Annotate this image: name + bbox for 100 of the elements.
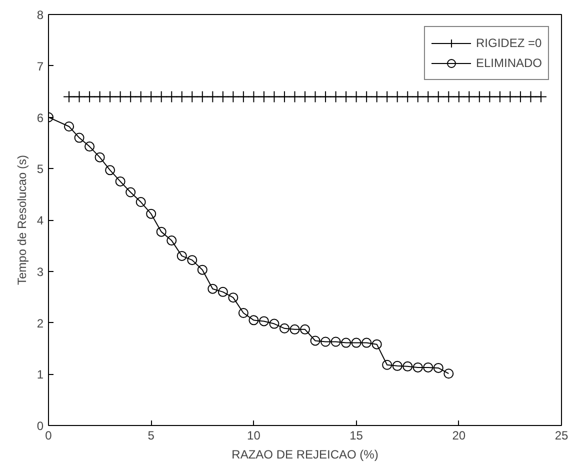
point <box>73 90 86 103</box>
point <box>74 132 84 143</box>
x-tick-label: 10 <box>247 428 261 442</box>
point <box>63 90 76 103</box>
point <box>412 90 424 103</box>
point <box>514 90 526 103</box>
point <box>126 187 136 198</box>
point <box>341 338 352 348</box>
point <box>115 176 126 186</box>
y-tick-label: 4 <box>36 214 44 228</box>
point <box>279 323 290 334</box>
point <box>145 90 158 103</box>
point <box>350 90 362 103</box>
point <box>166 236 177 246</box>
y-tick-label: 5 <box>36 162 44 176</box>
point <box>258 90 270 103</box>
point <box>146 208 156 219</box>
legend-label: RIGIDEZ =0 <box>476 36 542 50</box>
x-tick-label: 25 <box>554 428 568 442</box>
point <box>300 324 310 334</box>
point <box>208 284 218 294</box>
point <box>248 90 260 103</box>
y-tick-label: 1 <box>36 368 44 382</box>
point <box>402 90 414 103</box>
point <box>381 90 394 103</box>
point <box>237 90 250 103</box>
point <box>114 90 126 103</box>
point <box>362 338 372 348</box>
point <box>105 165 116 176</box>
x-tick-label: 20 <box>452 428 466 442</box>
point <box>392 360 402 371</box>
point <box>463 90 476 103</box>
point <box>412 362 423 372</box>
point <box>176 250 187 261</box>
point <box>422 90 434 103</box>
point <box>442 90 455 103</box>
point <box>84 142 95 152</box>
point <box>330 90 342 103</box>
point <box>402 361 413 372</box>
point <box>288 90 301 103</box>
x-tick-label: 0 <box>45 428 52 442</box>
y-tick-label: 8 <box>36 8 44 22</box>
point <box>382 360 392 370</box>
point <box>290 324 300 334</box>
x-tick-label: 15 <box>350 428 364 442</box>
point <box>216 90 229 103</box>
point <box>156 226 166 237</box>
point <box>94 152 105 162</box>
point <box>484 90 496 103</box>
point <box>155 90 168 103</box>
point <box>136 197 146 208</box>
point <box>268 90 280 103</box>
y-axis-title: Tempo de Resolucao (s) <box>14 154 29 286</box>
point <box>124 90 137 103</box>
point <box>238 308 248 318</box>
point <box>218 286 228 297</box>
point <box>187 255 198 266</box>
point <box>64 122 74 132</box>
point <box>320 336 331 347</box>
point <box>504 90 516 103</box>
point <box>473 90 486 103</box>
point <box>84 90 96 103</box>
point <box>248 315 259 326</box>
point <box>206 90 219 103</box>
point <box>104 90 116 103</box>
point <box>166 90 178 103</box>
y-tick-label: 0 <box>36 419 44 433</box>
point <box>432 90 444 103</box>
point <box>330 336 341 347</box>
point <box>227 90 240 103</box>
point <box>320 90 332 103</box>
point <box>269 318 280 329</box>
point <box>351 338 362 348</box>
x-axis-title: RAZAO DE REJEICAO (%) <box>232 448 378 462</box>
point <box>176 90 188 103</box>
point <box>299 90 311 103</box>
point <box>278 90 290 103</box>
point <box>228 292 238 303</box>
x-tick-label: 5 <box>148 428 155 442</box>
legend-label: ELIMINADO <box>476 56 542 70</box>
point <box>391 90 404 103</box>
y-tick-label: 6 <box>36 110 44 125</box>
point <box>94 90 106 103</box>
point <box>196 90 208 103</box>
point <box>433 362 444 373</box>
point <box>372 339 382 350</box>
point <box>258 316 269 326</box>
point <box>360 90 373 103</box>
point <box>444 368 454 379</box>
point <box>524 90 537 103</box>
point <box>340 90 352 103</box>
point <box>186 90 198 103</box>
point <box>309 90 322 103</box>
y-tick-label: 3 <box>36 264 44 279</box>
y-tick-label: 7 <box>36 59 44 74</box>
point <box>452 90 465 103</box>
point <box>134 90 147 103</box>
point <box>534 90 547 103</box>
point <box>310 336 320 346</box>
point <box>197 264 208 275</box>
